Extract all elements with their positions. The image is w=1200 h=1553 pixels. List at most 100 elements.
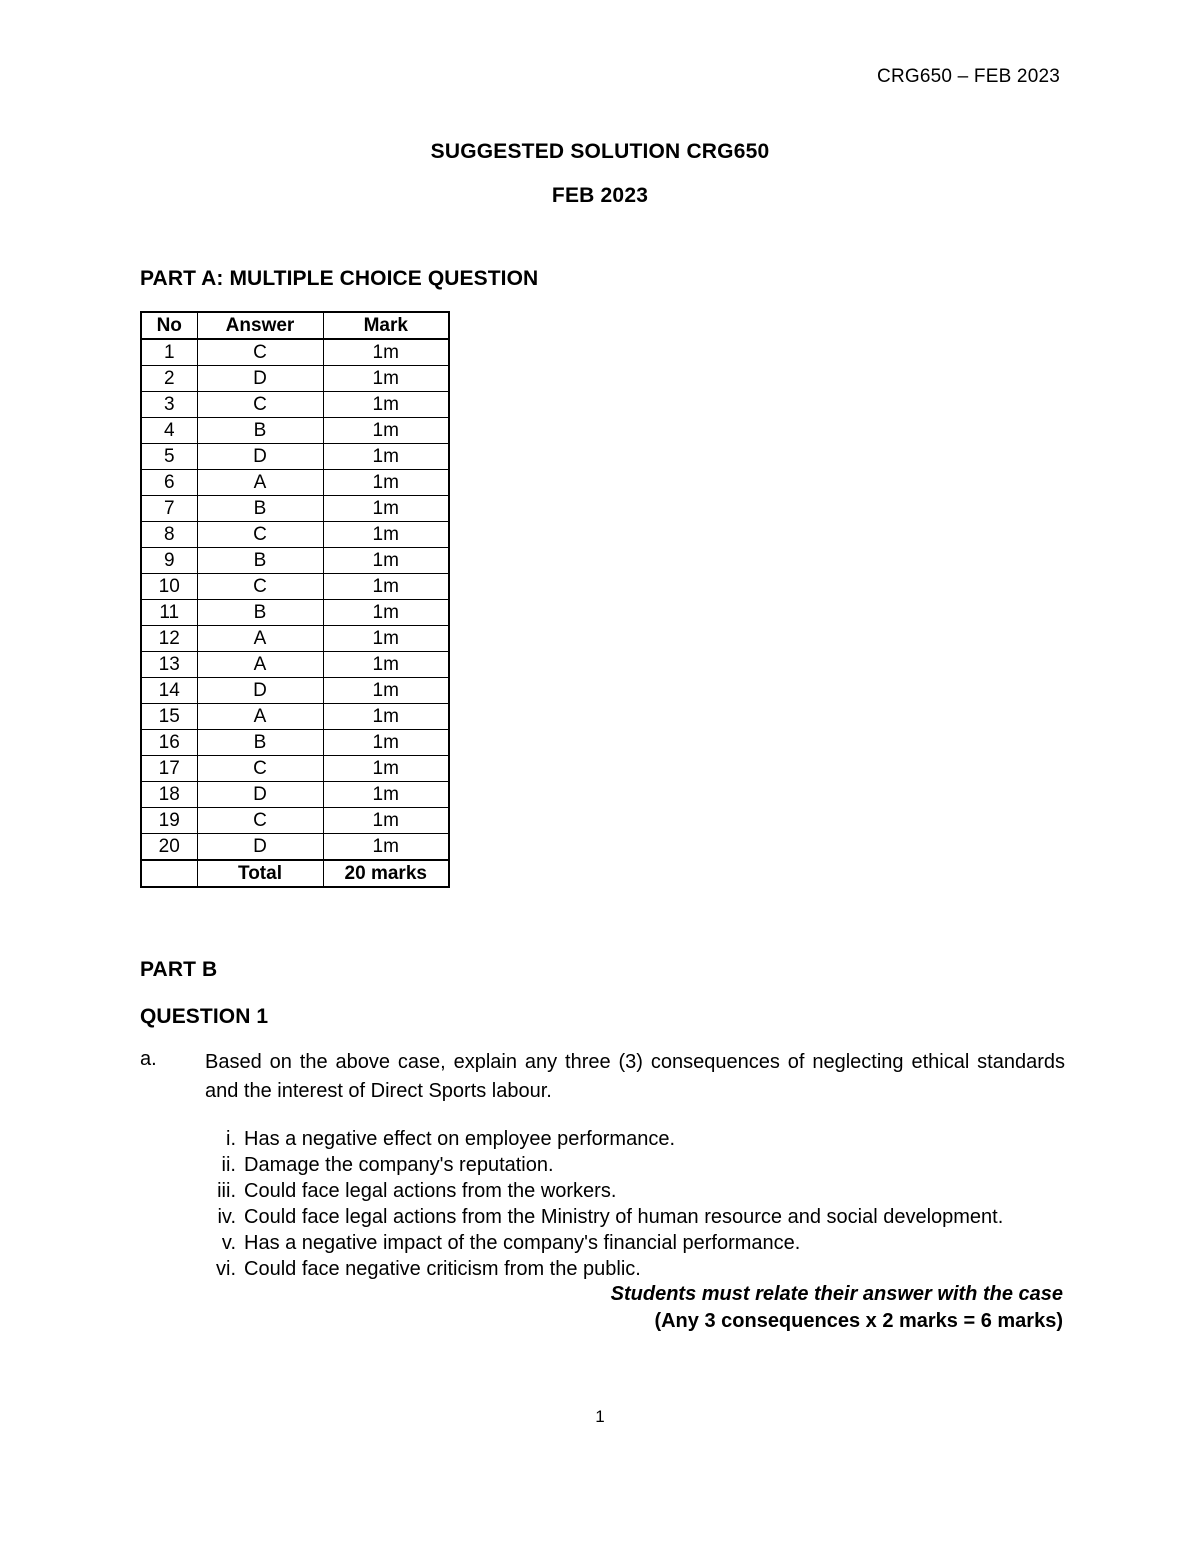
cell-no: 3 (140, 391, 198, 418)
cell-mark: 1m (322, 469, 450, 496)
cell-answer: C (196, 755, 324, 782)
cell-no: 16 (140, 729, 198, 756)
cell-answer: C (196, 391, 324, 418)
cell-no (140, 859, 198, 888)
cell-mark: 1m (322, 703, 450, 730)
question-1a-text: Based on the above case, explain any thr… (205, 1051, 1065, 1102)
table-row: 17 C 1m (140, 755, 450, 782)
list-item: v. Has a negative impact of the company'… (200, 1230, 1070, 1256)
mcq-table-head: No Answer Mark (140, 311, 450, 340)
list-item-text: Has a negative effect on employee perfor… (244, 1128, 675, 1150)
list-item-numeral: iv. (217, 1206, 236, 1228)
page-number: 1 (595, 1407, 605, 1426)
cell-answer: D (196, 833, 324, 861)
cell-no: 13 (140, 651, 198, 678)
cell-no: 17 (140, 755, 198, 782)
table-row: 9 B 1m (140, 547, 450, 574)
cell-no: 15 (140, 703, 198, 730)
running-header: CRG650 – FEB 2023 (877, 66, 1060, 87)
table-row: 15 A 1m (140, 703, 450, 730)
cell-no: 18 (140, 781, 198, 808)
cell-no: 9 (140, 547, 198, 574)
cell-answer: C (196, 338, 324, 366)
mcq-total-row: Total 20 marks (140, 859, 450, 888)
mcq-col-header-answer: Answer (196, 311, 324, 340)
cell-answer: A (196, 703, 324, 730)
mcq-header-row: No Answer Mark (140, 311, 450, 340)
table-row: 7 B 1m (140, 495, 450, 522)
cell-total-label: Total (196, 859, 324, 888)
cell-mark: 1m (322, 365, 450, 392)
list-item: ii. Damage the company's reputation. (200, 1152, 1070, 1178)
mcq-table-body: 1 C 1m 2 D 1m 3 C 1m 4 B 1m (140, 338, 450, 888)
cell-answer: D (196, 677, 324, 704)
list-item-numeral: vi. (216, 1258, 236, 1280)
cell-answer: B (196, 417, 324, 444)
table-row: 18 D 1m (140, 781, 450, 808)
list-item-text: Could face legal actions from the worker… (244, 1180, 617, 1202)
mcq-col-header-mark: Mark (322, 311, 450, 340)
part-a-heading: PART A: MULTIPLE CHOICE QUESTION (140, 267, 539, 290)
part-b-heading: PART B (140, 958, 218, 981)
cell-answer: C (196, 521, 324, 548)
cell-mark: 1m (322, 391, 450, 418)
cell-no: 14 (140, 677, 198, 704)
list-item-numeral: ii. (221, 1154, 236, 1176)
cell-answer: B (196, 495, 324, 522)
cell-mark: 1m (322, 833, 450, 861)
list-item: vi. Could face negative criticism from t… (200, 1256, 1070, 1282)
cell-no: 1 (140, 338, 198, 366)
table-row: 8 C 1m (140, 521, 450, 548)
list-item-numeral: v. (221, 1232, 236, 1254)
table-row: 1 C 1m (140, 338, 450, 366)
table-row: 20 D 1m (140, 833, 450, 861)
cell-no: 6 (140, 469, 198, 496)
cell-no: 20 (140, 833, 198, 861)
cell-total-marks: 20 marks (322, 859, 450, 888)
cell-answer: A (196, 625, 324, 652)
list-item-numeral: iii. (217, 1180, 236, 1202)
cell-answer: C (196, 807, 324, 834)
question-1a-answer-list: i. Has a negative effect on employee per… (200, 1126, 1070, 1282)
cell-mark: 1m (322, 781, 450, 808)
cell-mark: 1m (322, 807, 450, 834)
table-row: 3 C 1m (140, 391, 450, 418)
cell-answer: B (196, 547, 324, 574)
list-item: iv. Could face legal actions from the Mi… (200, 1204, 1070, 1230)
cell-answer: B (196, 599, 324, 626)
cell-mark: 1m (322, 625, 450, 652)
table-row: 19 C 1m (140, 807, 450, 834)
cell-no: 7 (140, 495, 198, 522)
cell-mark: 1m (322, 651, 450, 678)
cell-answer: D (196, 365, 324, 392)
list-item: i. Has a negative effect on employee per… (200, 1126, 1070, 1152)
table-row: 5 D 1m (140, 443, 450, 470)
cell-answer: D (196, 781, 324, 808)
list-item-text: Could face negative criticism from the p… (244, 1258, 641, 1280)
table-row: 6 A 1m (140, 469, 450, 496)
cell-no: 8 (140, 521, 198, 548)
cell-mark: 1m (322, 547, 450, 574)
cell-no: 12 (140, 625, 198, 652)
cell-no: 2 (140, 365, 198, 392)
table-row: 13 A 1m (140, 651, 450, 678)
list-item-numeral: i. (226, 1128, 236, 1150)
list-item: iii. Could face legal actions from the w… (200, 1178, 1070, 1204)
mcq-col-header-no: No (140, 311, 198, 340)
marking-note-instruction: Students must relate their answer with t… (610, 1283, 1063, 1305)
cell-answer: D (196, 443, 324, 470)
cell-no: 5 (140, 443, 198, 470)
table-row: 11 B 1m (140, 599, 450, 626)
cell-mark: 1m (322, 443, 450, 470)
cell-mark: 1m (322, 417, 450, 444)
list-item-text: Could face legal actions from the Minist… (244, 1206, 1004, 1228)
mcq-answer-table: No Answer Mark 1 C 1m 2 D 1m 3 C (140, 311, 450, 888)
table-row: 12 A 1m (140, 625, 450, 652)
table-row: 16 B 1m (140, 729, 450, 756)
cell-answer: A (196, 651, 324, 678)
list-item-text: Has a negative impact of the company's f… (244, 1232, 801, 1254)
cell-mark: 1m (322, 573, 450, 600)
question-1-heading: QUESTION 1 (140, 1005, 269, 1028)
cell-mark: 1m (322, 677, 450, 704)
